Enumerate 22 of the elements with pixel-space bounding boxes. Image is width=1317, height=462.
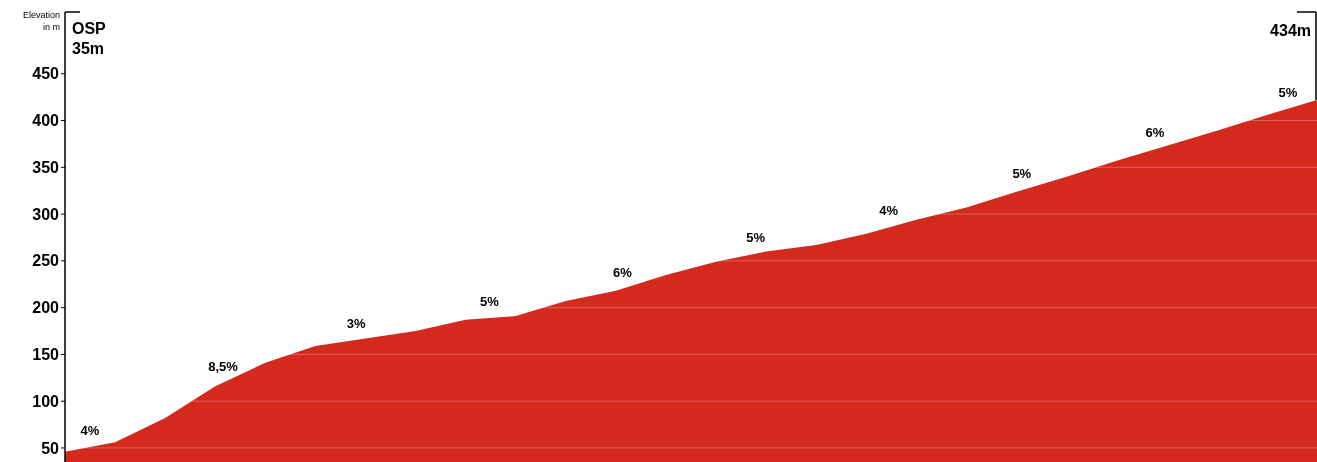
y-tick-label: 200 — [32, 299, 60, 317]
y-tick-label: 150 — [32, 346, 60, 364]
y-tick-label: 300 — [32, 205, 60, 223]
y-tick-label: 450 — [32, 65, 60, 83]
annotation: 5% — [746, 229, 766, 245]
annotation: 3% — [346, 315, 367, 331]
annotation: 6% — [613, 264, 633, 280]
annotation: 6% — [1145, 125, 1165, 141]
y-tick-label: 400 — [32, 112, 60, 130]
annotation: 5% — [479, 294, 500, 310]
annotation: 4% — [879, 203, 899, 219]
annotation: 4% — [80, 423, 100, 439]
annotation: 5% — [1278, 84, 1298, 100]
annotation: OSP 35m — [72, 20, 107, 57]
annotation: 8,5% — [208, 358, 239, 374]
annotation: 434m — [1270, 22, 1311, 39]
y-axis-title: Elevation in m — [22, 10, 60, 32]
annotation: 5% — [1012, 166, 1032, 182]
y-tick-label: 250 — [32, 252, 60, 270]
y-tick-label: 100 — [32, 392, 60, 410]
y-tick-label: 350 — [32, 158, 60, 176]
y-tick-label: 50 — [41, 439, 60, 457]
